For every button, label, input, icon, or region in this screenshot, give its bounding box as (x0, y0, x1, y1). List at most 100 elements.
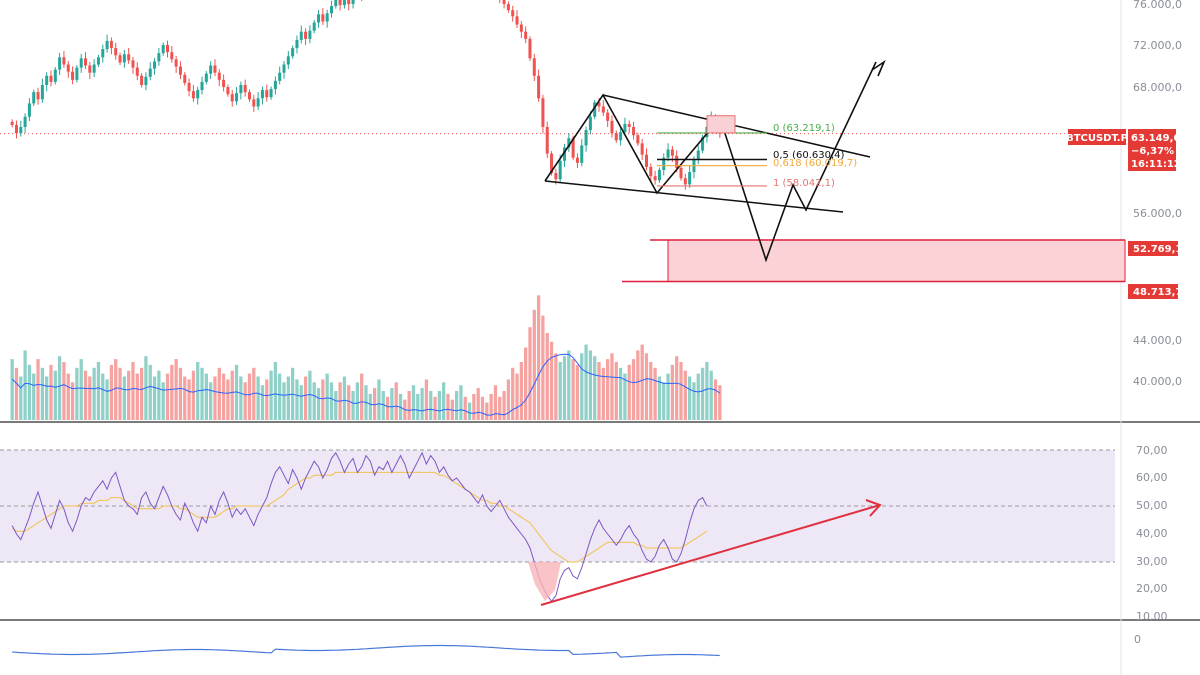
candle-body (230, 94, 234, 102)
volume-bar (368, 393, 372, 420)
volume-bar (390, 388, 394, 420)
volume-bar (718, 385, 722, 420)
oscillator-line (12, 644, 720, 658)
volume-bar (295, 379, 299, 420)
projection-arrowhead (871, 59, 886, 77)
candle-body (541, 98, 545, 127)
candle-body (334, 0, 338, 7)
candle-body (200, 81, 204, 91)
volume-bar (131, 362, 135, 420)
volume-bar (372, 388, 377, 420)
candle-body (351, 0, 355, 5)
candle-body (623, 123, 627, 133)
volume-bar (360, 373, 364, 420)
bar-countdown: 16:11:12 (1131, 159, 1181, 170)
volume-bar (709, 370, 713, 420)
volume-bar (278, 373, 282, 420)
price-tick-label: 72.000,0 (1133, 39, 1182, 52)
volume-tick-label: 44.000,0 (1133, 334, 1182, 347)
candle-body (256, 98, 260, 107)
price-tick-label: 76.000,0 (1133, 0, 1182, 11)
volume-bar (57, 356, 62, 420)
fib-highlight-box (706, 115, 736, 134)
candle-body (537, 75, 541, 99)
volume-bar (381, 391, 385, 420)
volume-bar (230, 370, 234, 420)
candle-body (644, 154, 648, 167)
candle-body (342, 0, 346, 6)
candle-body (545, 126, 549, 154)
rsi-tick-label: 20,00 (1136, 582, 1168, 595)
volume-bar (485, 402, 489, 420)
candle-body (45, 75, 49, 85)
candle-body (511, 10, 515, 17)
candle-body (528, 38, 532, 59)
volume-bar (312, 382, 316, 420)
volume-bar (597, 362, 601, 420)
candle-body (269, 89, 273, 98)
volume-bar (347, 385, 351, 420)
volume-bar (649, 362, 653, 420)
volume-bar (49, 364, 53, 420)
rsi-trend-arrow (540, 504, 881, 606)
candle-body (347, 0, 351, 5)
volume-bar (463, 396, 467, 420)
candle-body (105, 40, 109, 50)
volume-bar (157, 370, 161, 420)
volume-bar (105, 379, 109, 420)
volume-bar (62, 362, 66, 420)
rsi-tick-label: 10,00 (1136, 610, 1168, 623)
volume-bar (558, 362, 562, 420)
candle-body (558, 160, 562, 180)
volume-bar (109, 364, 114, 420)
candle-body (571, 138, 575, 158)
volume-bar (148, 364, 152, 420)
volume-bar (593, 356, 597, 420)
candle-body (653, 176, 657, 181)
volume-bar (493, 385, 498, 420)
volume-bar (459, 385, 463, 420)
volume-bar (489, 393, 493, 420)
candle-body (131, 60, 135, 68)
candle-body (140, 75, 144, 85)
volume-bar (618, 367, 623, 420)
volume-bar (75, 367, 79, 420)
fibonacci-levels (657, 115, 767, 187)
volume-bar (411, 385, 416, 420)
volume-bar (152, 376, 157, 420)
volume-bar (713, 379, 718, 420)
candle-body (40, 84, 44, 100)
candle-body (601, 106, 605, 113)
candle-body (614, 133, 618, 141)
volume-bar (696, 373, 700, 420)
candle-body (532, 58, 536, 76)
volume-bar (657, 376, 662, 420)
candle-body (299, 31, 303, 40)
candle-body (10, 121, 14, 125)
volume-bar (329, 382, 334, 420)
volume-bar (562, 356, 567, 420)
volume-bar (260, 385, 265, 420)
candle-body (23, 116, 27, 127)
volume-bar (679, 362, 683, 420)
volume-bar (127, 370, 131, 420)
volume-bar (584, 344, 588, 420)
volume-bar (532, 309, 536, 420)
volume-bar (355, 382, 360, 420)
volume-bar (683, 370, 687, 420)
volume-bar (122, 376, 126, 420)
volume-bar (675, 356, 679, 420)
volume-bar (549, 341, 554, 420)
candle-body (260, 90, 264, 99)
candle-body (567, 138, 571, 148)
rsi-tick-label: 60,00 (1136, 471, 1168, 484)
candle-body (657, 170, 661, 181)
zone-tags: 52.769,1 48.713,7 (1128, 241, 1182, 299)
candle-body (670, 149, 674, 156)
candle-body (84, 58, 88, 66)
volume-bar (644, 353, 649, 420)
volume-bar (334, 391, 338, 420)
candle-body (627, 123, 631, 127)
